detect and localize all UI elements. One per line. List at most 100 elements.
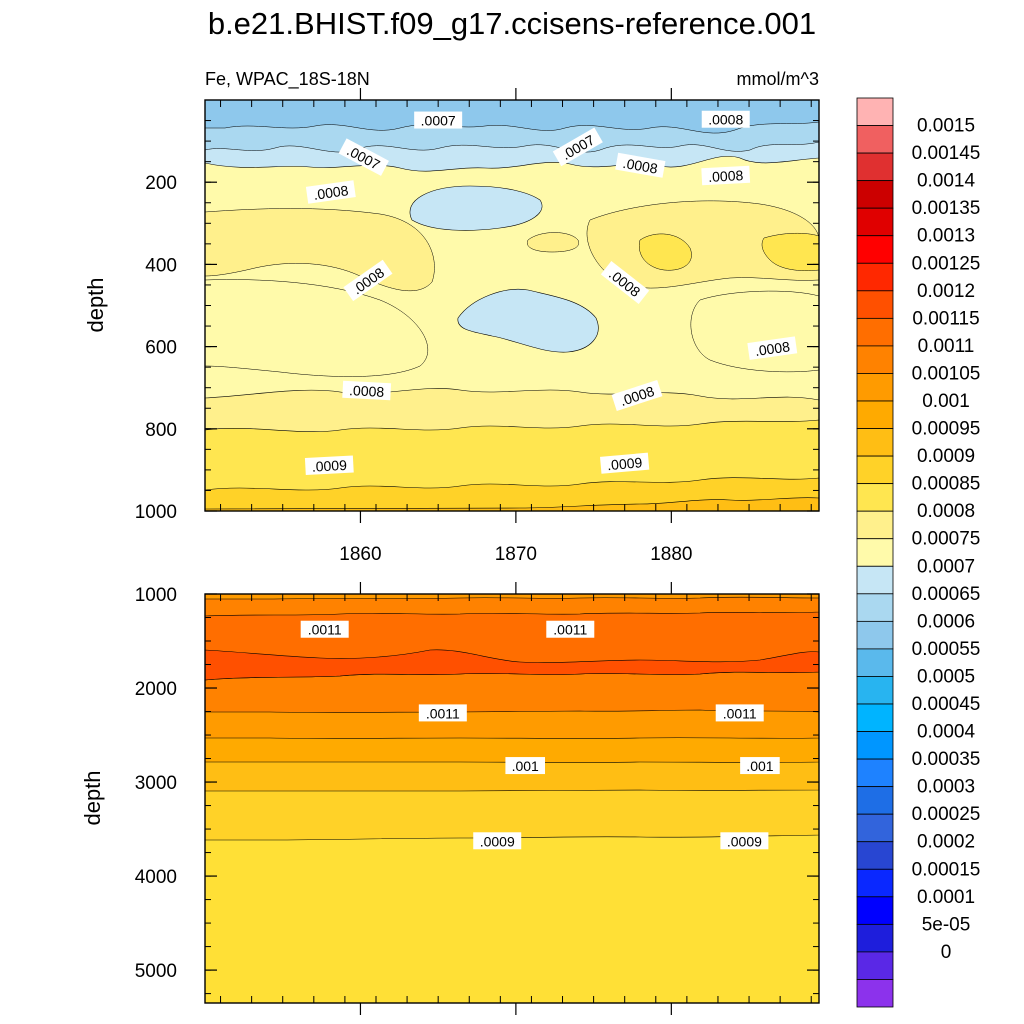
units-label: mmol/m^3 xyxy=(737,69,819,89)
y-tick-label: 4000 xyxy=(135,867,177,888)
contour-label: .0008 xyxy=(615,152,666,178)
colorbar-label: 0.0015 xyxy=(917,116,975,137)
upper-gold-patch-1 xyxy=(638,233,692,271)
colorbar-label: 0.00105 xyxy=(912,363,981,384)
contour-label-box xyxy=(473,832,522,850)
colorbar-label: 0.00045 xyxy=(912,694,981,715)
chart-title: b.e21.BHIST.f09_g17.ccisens-reference.00… xyxy=(208,6,816,41)
colorbar-label: 0.00135 xyxy=(912,198,981,219)
colorbar-label: 0 xyxy=(941,942,952,963)
colorbar-label: 0.0012 xyxy=(917,281,975,302)
colorbar-swatch xyxy=(856,262,894,292)
colorbar-swatch xyxy=(856,565,894,595)
contour-label-box xyxy=(715,704,764,722)
upper-pale-patch xyxy=(690,290,819,373)
contour-label: .0007 xyxy=(414,111,463,129)
x-axis-tick-labels: 1860 1870 1880 xyxy=(339,544,692,565)
contour-label: .0008 xyxy=(342,380,392,401)
colorbar-swatch xyxy=(856,510,894,540)
contour-label-box xyxy=(300,620,349,638)
colorbar-label: 5e-05 xyxy=(922,914,971,935)
contour-label-text: .0008 xyxy=(708,112,743,128)
colorbar-swatch xyxy=(856,152,894,182)
y-tick-label: 5000 xyxy=(135,961,177,982)
colorbar-swatch xyxy=(856,620,894,650)
contour-label-text: .0011 xyxy=(426,705,460,721)
contour-label-box xyxy=(611,379,663,411)
y-tick-label: 2000 xyxy=(135,679,177,700)
contour-label-box xyxy=(600,261,650,304)
colorbar-swatch xyxy=(856,125,894,154)
colorbar-label: 0.0008 xyxy=(917,501,975,522)
colorbar-swatch xyxy=(856,400,894,429)
contour-label-box xyxy=(615,152,666,178)
contour-label-text: .0008 xyxy=(708,167,744,185)
contour-label: .0009 xyxy=(600,452,650,474)
contour-label: .0009 xyxy=(473,832,522,850)
colorbar-label: 0.0001 xyxy=(917,887,975,908)
colorbar-label: 0.00125 xyxy=(912,253,981,274)
contour-label: .0011 xyxy=(300,620,349,638)
contour-label: .0008 xyxy=(701,110,750,128)
colorbar-label: 0.0014 xyxy=(917,171,976,192)
y-tick-label: 1000 xyxy=(135,502,177,523)
colorbar-label: 0.00085 xyxy=(912,474,981,495)
colorbar-label: 0.0003 xyxy=(917,777,975,798)
contour-label-text: .0008 xyxy=(622,155,659,177)
y-tick-label: 200 xyxy=(145,173,177,194)
contour-label-box xyxy=(701,110,750,128)
colorbar-label: 0.00015 xyxy=(912,859,981,880)
colorbar-swatch xyxy=(856,428,894,457)
colorbar-label: 0.001 xyxy=(922,391,970,412)
contour-label-box xyxy=(342,380,392,401)
y-tick-label: 800 xyxy=(145,420,177,441)
upper-y-axis-label: depth xyxy=(83,277,108,332)
colorbar-swatch xyxy=(856,676,894,705)
lower-band-0012 xyxy=(205,649,819,681)
colorbar-swatch xyxy=(856,207,894,237)
contour-label-text: .0011 xyxy=(553,622,587,638)
x-tick-label: 1870 xyxy=(495,544,537,565)
colorbar-label: 0.0013 xyxy=(917,226,975,247)
y-tick-label: 400 xyxy=(145,255,177,276)
colorbar-swatch xyxy=(856,703,894,732)
x-tick-label: 1880 xyxy=(650,544,692,565)
colorbar-label: 0.0007 xyxy=(917,556,975,577)
contour-label-box xyxy=(414,111,463,129)
contour-label-box xyxy=(418,704,467,722)
colorbar-label: 0.00075 xyxy=(912,529,981,550)
upper-blue-patch-2 xyxy=(457,288,599,353)
colorbar-swatch xyxy=(856,923,894,953)
lower-band-00105-top xyxy=(205,594,819,600)
contour-label: .001 xyxy=(505,757,546,775)
contour-label-box xyxy=(552,127,603,167)
contour-label: .0008 xyxy=(747,336,798,360)
contour-label: .0009 xyxy=(720,832,769,850)
x-tick-label: 1860 xyxy=(339,544,381,565)
contour-label-text: .0009 xyxy=(480,833,515,849)
contour-label: .0008 xyxy=(305,180,356,204)
colorbar-label: 0.00115 xyxy=(912,308,979,329)
contour-label-box xyxy=(701,165,751,186)
colorbar-swatch xyxy=(856,868,894,898)
upper-pale-patch-left xyxy=(205,279,429,377)
colorbar-swatch xyxy=(856,758,894,788)
contour-label-box xyxy=(304,455,354,476)
colorbar-label: 0.00035 xyxy=(912,749,981,770)
contour-label: .0011 xyxy=(418,704,467,722)
contour-label-text: .001 xyxy=(512,758,539,774)
contour-label-box xyxy=(600,452,650,474)
y-tick-label: 600 xyxy=(145,338,177,359)
colorbar-label: 0.0005 xyxy=(917,666,975,687)
colorbar-swatch xyxy=(856,373,894,402)
lower-plot-frame xyxy=(204,593,820,1004)
contour-label-text: .0009 xyxy=(607,454,644,473)
colorbar-swatch xyxy=(856,235,894,264)
contour-label-text: .0007 xyxy=(421,113,456,129)
colorbar-label: 0.00095 xyxy=(912,419,981,440)
colorbar: 0.0015 0.00145 0.0014 0.00135 0.0013 0.00125 0… xyxy=(856,97,981,1008)
contour-label-text: .0011 xyxy=(723,705,757,721)
contour-label-box xyxy=(546,620,595,638)
